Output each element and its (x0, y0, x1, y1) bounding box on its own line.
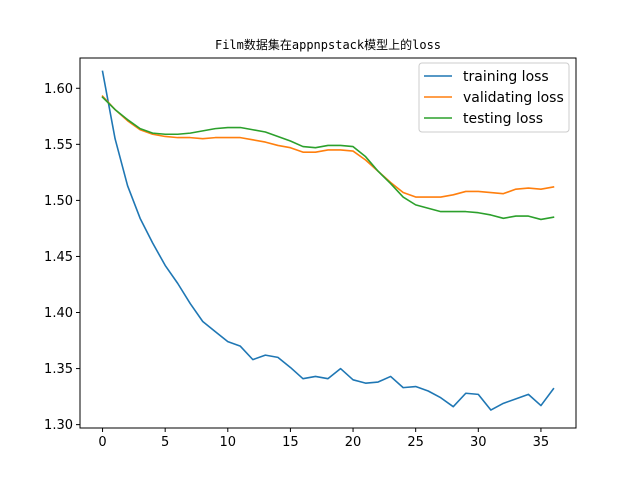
x-tick-label-0: 0 (98, 435, 106, 450)
x-axis: 0 5 10 15 20 25 30 35 (98, 428, 549, 450)
series-line-1 (101, 94, 555, 198)
y-tick-label-2: 1.40 (44, 306, 73, 321)
x-tick-label-5: 25 (407, 435, 424, 450)
series-line-2 (101, 96, 555, 221)
legend-box (418, 62, 570, 133)
y-tick-label-5: 1.55 (44, 138, 73, 153)
legend-label-1: validating loss (463, 90, 564, 106)
y-tick-label-4: 1.50 (44, 194, 73, 209)
x-tick-label-3: 15 (282, 435, 299, 450)
y-tick-label-3: 1.45 (44, 250, 73, 265)
series-line-0 (101, 70, 555, 411)
legend: training loss validating loss testing loss (418, 62, 570, 133)
x-tick-label-1: 5 (161, 435, 169, 450)
chart-title: Film数据集在appnpstack模型上的loss (215, 37, 441, 52)
legend-label-2: testing loss (463, 111, 543, 127)
plot-frame (79, 57, 577, 429)
y-tick-label-6: 1.60 (44, 82, 73, 97)
legend-label-0: training loss (463, 69, 549, 85)
x-tick-label-7: 35 (533, 435, 550, 450)
plot-lines (101, 70, 555, 411)
y-axis: 1.30 1.35 1.40 1.45 1.50 1.55 1.60 (44, 82, 80, 433)
x-tick-label-2: 10 (220, 435, 237, 450)
x-tick-label-4: 20 (345, 435, 362, 450)
x-tick-label-6: 30 (470, 435, 487, 450)
y-tick-label-1: 1.35 (44, 362, 73, 377)
y-tick-label-0: 1.30 (44, 418, 73, 433)
